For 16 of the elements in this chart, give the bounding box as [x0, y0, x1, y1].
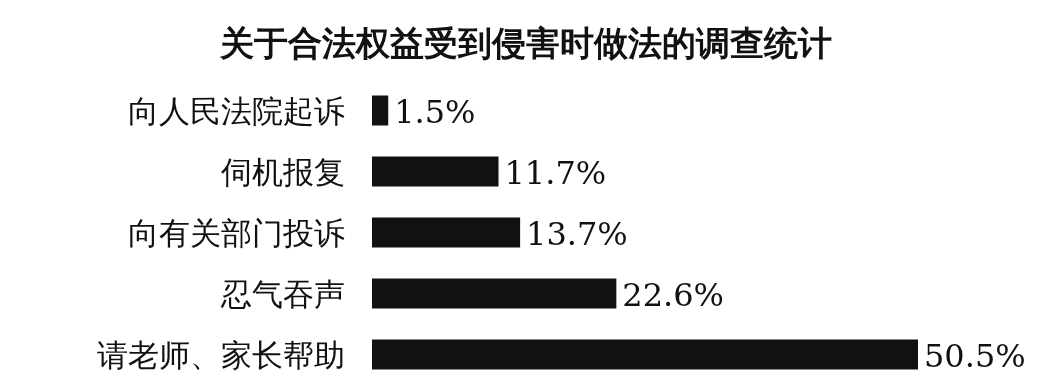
data-label: 22.6% [622, 275, 724, 314]
y-tick-label: 请老师、家长帮助 [97, 336, 345, 373]
bar [372, 217, 521, 248]
data-label: 1.5% [394, 92, 476, 131]
y-tick-label: 伺机报复 [221, 153, 345, 190]
bar [372, 95, 389, 126]
data-label: 11.7% [504, 153, 607, 192]
bar [372, 339, 918, 370]
chart-title: 关于合法权益受到侵害时做法的调查统计 [219, 23, 832, 63]
bar [372, 278, 617, 309]
y-tick-label: 向有关部门投诉 [128, 214, 345, 251]
y-tick-label: 忍气吞声 [220, 275, 345, 312]
y-tick-label: 向人民法院起诉 [128, 92, 345, 129]
data-label: 13.7% [526, 214, 628, 253]
bar [372, 156, 499, 187]
data-label: 50.5% [924, 336, 1026, 375]
